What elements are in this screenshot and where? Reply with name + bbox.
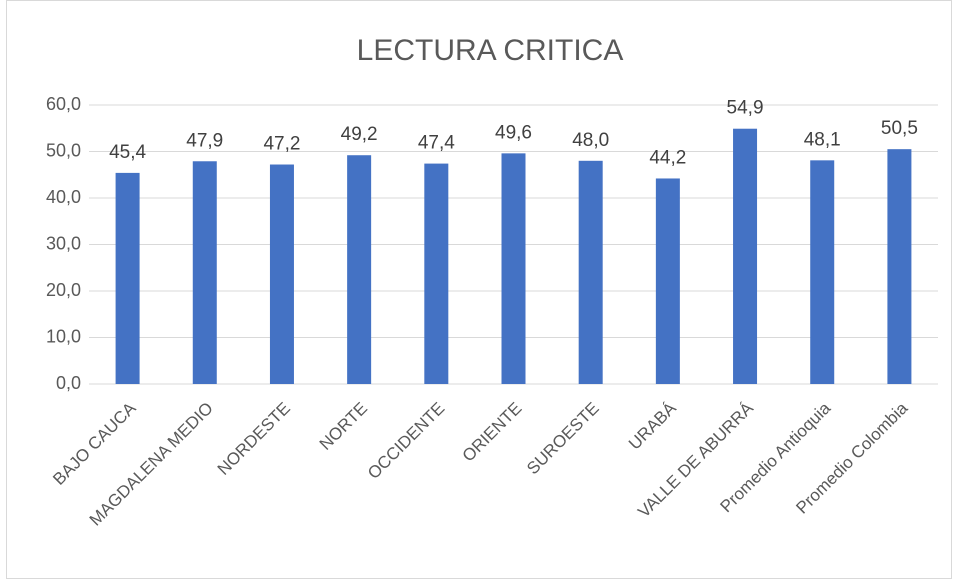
bar <box>578 160 603 384</box>
bar <box>733 128 758 384</box>
data-label: 54,9 <box>727 98 764 119</box>
data-label: 49,2 <box>341 124 378 145</box>
bar <box>810 160 835 384</box>
data-label: 48,1 <box>804 129 841 150</box>
data-label: 48,0 <box>572 130 609 151</box>
bar <box>115 172 140 384</box>
data-label: 44,2 <box>649 147 686 168</box>
y-tick-label: 40,0 <box>46 187 81 207</box>
data-label: 47,2 <box>263 134 300 155</box>
y-tick-label: 60,0 <box>46 94 81 114</box>
chart-border <box>6 0 952 579</box>
bar <box>424 163 449 384</box>
y-tick-label: 10,0 <box>46 326 81 346</box>
bar <box>347 155 372 384</box>
data-label: 47,9 <box>186 130 223 151</box>
data-label: 45,4 <box>109 142 146 163</box>
data-label: 49,6 <box>495 122 532 143</box>
bar <box>269 164 294 384</box>
bar <box>887 149 912 384</box>
data-label: 47,4 <box>418 133 455 154</box>
y-tick-label: 30,0 <box>46 233 81 253</box>
bar <box>501 153 526 384</box>
data-label: 50,5 <box>881 118 918 139</box>
y-tick-label: 0,0 <box>56 373 81 393</box>
chart-title: LECTURA CRITICA <box>357 34 624 67</box>
bar <box>655 178 680 384</box>
bar <box>192 161 217 384</box>
y-tick-label: 50,0 <box>46 140 81 160</box>
y-tick-label: 20,0 <box>46 280 81 300</box>
